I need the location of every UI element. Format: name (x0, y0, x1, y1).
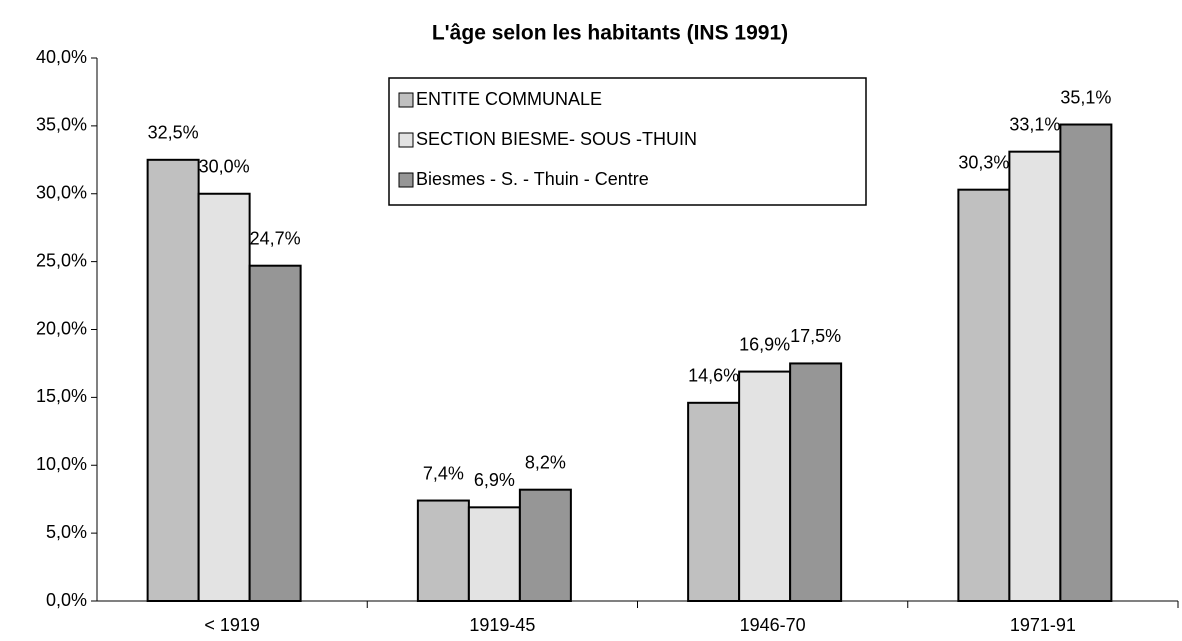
y-tick-label: 30,0% (36, 183, 87, 203)
legend-label: Biesmes - S. - Thuin - Centre (416, 169, 649, 189)
value-label: 30,0% (199, 157, 250, 177)
value-label: 30,3% (958, 152, 1009, 172)
x-tick-label: 1946-70 (740, 615, 806, 635)
value-label: 8,2% (525, 452, 566, 472)
legend-box (388, 77, 867, 206)
bar (738, 370, 792, 602)
value-label: 7,4% (423, 463, 464, 483)
bar (248, 264, 302, 602)
y-tick-label: 5,0% (46, 522, 87, 542)
x-tick-label: < 1919 (204, 615, 260, 635)
y-tick-label: 0,0% (46, 590, 87, 610)
legend-swatch (398, 172, 414, 188)
y-tick-label: 40,0% (36, 47, 87, 67)
value-label: 33,1% (1009, 114, 1060, 134)
y-tick-label: 20,0% (36, 318, 87, 338)
bar (416, 499, 470, 603)
legend-swatch (398, 132, 414, 148)
legend-label: SECTION BIESME- SOUS -THUIN (416, 129, 697, 149)
chart-title: L'âge selon les habitants (INS 1991) (432, 22, 788, 45)
bar (197, 192, 251, 602)
y-tick-label: 15,0% (36, 386, 87, 406)
bar (789, 362, 843, 602)
y-tick-label: 35,0% (36, 115, 87, 135)
x-tick-label: 1919-45 (469, 615, 535, 635)
legend-label: ENTITE COMMUNALE (416, 89, 602, 109)
value-label: 32,5% (148, 123, 199, 143)
value-label: 6,9% (474, 470, 515, 490)
y-tick-label: 25,0% (36, 250, 87, 270)
x-tick-label: 1971-91 (1010, 615, 1076, 635)
bar (518, 488, 572, 602)
value-label: 35,1% (1060, 87, 1111, 107)
bar (146, 158, 200, 602)
legend-swatch (398, 92, 414, 108)
bar (687, 401, 741, 602)
bar (1059, 123, 1113, 603)
bar (957, 188, 1011, 603)
value-label: 24,7% (250, 228, 301, 248)
bar (467, 506, 521, 602)
y-tick-label: 10,0% (36, 454, 87, 474)
value-label: 14,6% (688, 366, 739, 386)
value-label: 16,9% (739, 334, 790, 354)
bar (1008, 150, 1062, 602)
value-label: 17,5% (790, 326, 841, 346)
